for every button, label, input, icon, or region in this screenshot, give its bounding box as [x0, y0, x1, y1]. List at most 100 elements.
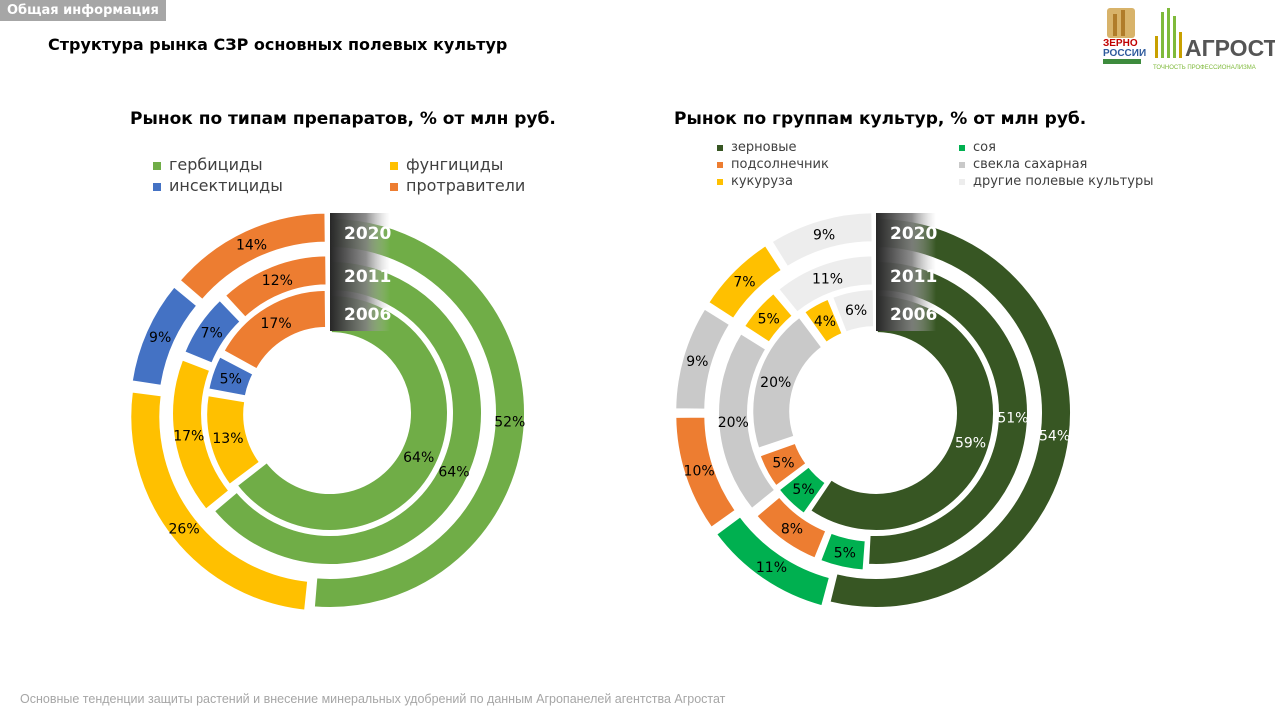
data-label-2011-соя: 5% — [834, 546, 856, 562]
legend-swatch — [153, 182, 161, 191]
slice-2011-кукуруза — [742, 291, 795, 344]
legend-swatch — [717, 144, 723, 151]
data-label-2006-подсолнечник: 5% — [772, 456, 794, 472]
legend-swatch — [959, 161, 965, 168]
legend-item-протравители: протравители — [390, 176, 525, 195]
legend-label: кукуруза — [731, 174, 793, 189]
slice-2006-кукуруза — [802, 297, 844, 345]
legend-item-зерновые: зерновые — [717, 140, 797, 155]
legend-swatch — [390, 161, 398, 170]
slice-2020-фунгициды — [129, 390, 310, 612]
data-label-2006-зерновые: 59% — [955, 435, 986, 451]
footer-text: Основные тенденции защиты растений и вне… — [20, 692, 726, 706]
slice-2011-зерновые — [866, 259, 1029, 566]
legend-label: другие полевые культуры — [973, 174, 1154, 189]
logos: ЗЕРНО РОССИИ — [1097, 6, 1275, 72]
data-label-2020-зерновые: 54% — [1039, 429, 1070, 445]
slice-2011-другие-полевые-культуры — [776, 254, 874, 314]
ring-year-label-2006: 2006 — [890, 305, 937, 325]
slice-2006-подсолнечник — [758, 441, 808, 488]
data-label-2020-свекла-сахарная: 9% — [686, 354, 708, 370]
legend-label: свекла сахарная — [973, 157, 1088, 172]
slice-2006-другие-полевые-культуры — [830, 288, 876, 334]
legend-swatch — [717, 161, 723, 168]
legend-item-другие-полевые-культуры: другие полевые культуры — [959, 174, 1153, 189]
slice-2020-гербициды — [312, 216, 526, 609]
data-label-2011-подсолнечник: 8% — [781, 522, 803, 538]
chart-title-crops: Рынок по группам культур, % от млн руб. — [674, 109, 1087, 129]
data-label-2011-инсектициды: 7% — [201, 326, 223, 342]
data-label-2011-фунгициды: 17% — [173, 428, 204, 444]
data-label-2006-другие-полевые-культуры: 6% — [845, 303, 867, 319]
slice-2020-протравители — [178, 211, 327, 302]
data-label-2006-протравители: 17% — [261, 316, 292, 332]
slice-2011-свекла-сахарная — [717, 331, 777, 511]
slice-2006-соя — [777, 465, 828, 516]
legend-item-инсектициды: инсектициды — [153, 176, 283, 195]
slice-2011-фунгициды — [171, 358, 231, 512]
legend-swatch — [959, 144, 965, 151]
year-banner — [330, 213, 390, 331]
data-label-2020-соя: 11% — [756, 560, 787, 576]
slice-2006-зерновые — [808, 293, 995, 532]
legend-label: гербициды — [169, 155, 263, 174]
legend-item-гербициды: гербициды — [153, 155, 263, 174]
data-label-2006-кукуруза: 4% — [814, 314, 836, 330]
legend-label: подсолнечник — [731, 157, 829, 172]
data-label-2020-подсолнечник: 10% — [684, 463, 715, 479]
slice-2011-подсолнечник — [754, 495, 828, 560]
slice-2020-свекла-сахарная — [674, 307, 732, 411]
slice-2020-подсолнечник — [674, 415, 738, 530]
slice-2011-гербициды — [212, 259, 483, 566]
legend-label: инсектициды — [169, 176, 283, 195]
slide-title: Структура рынка СЗР основных полевых кул… — [48, 35, 508, 54]
legend-item-кукуруза: кукуруза — [717, 174, 793, 189]
data-label-2011-свекла-сахарная: 20% — [718, 415, 749, 431]
section-tag: Общая информация — [0, 0, 166, 21]
slice-2006-свекла-сахарная — [751, 315, 824, 450]
ring-year-label-2006: 2006 — [344, 305, 391, 325]
data-label-2020-другие-полевые-культуры: 9% — [813, 227, 835, 243]
data-label-2006-соя: 5% — [792, 482, 814, 498]
legend-swatch — [390, 182, 398, 191]
rossii-text: РОССИИ — [1103, 48, 1146, 59]
legend-swatch — [959, 178, 965, 185]
legend-item-свекла-сахарная: свекла сахарная — [959, 157, 1087, 172]
data-label-2020-инсектициды: 9% — [149, 330, 171, 346]
slice-2020-другие-полевые-культуры — [770, 211, 874, 269]
ring-year-label-2011: 2011 — [890, 267, 937, 287]
ring-year-label-2020: 2020 — [344, 224, 391, 244]
legend-label: протравители — [406, 176, 526, 195]
data-label-2011-кукуруза: 5% — [758, 311, 780, 327]
slice-2011-соя — [818, 531, 867, 572]
slice-2020-инсектициды — [130, 285, 199, 387]
legend-label: соя — [973, 140, 996, 155]
legend-item-фунгициды: фунгициды — [390, 155, 503, 174]
agrostat-logo: АГРОСТАТ ТОЧНОСТЬ ПРОФЕССИОНАЛИЗМА — [1153, 8, 1275, 71]
slice-2006-протравители — [222, 288, 328, 371]
data-label-2020-фунгициды: 26% — [169, 521, 200, 537]
zerno-rossii-logo: ЗЕРНО РОССИИ — [1103, 8, 1146, 64]
data-label-2011-гербициды: 64% — [438, 464, 469, 480]
slice-2020-кукуруза — [706, 243, 784, 321]
slice-2006-фунгициды — [205, 393, 262, 487]
year-banner — [876, 213, 936, 331]
legend-label: фунгициды — [406, 155, 504, 174]
slice-2011-протравители — [223, 254, 328, 320]
data-label-2006-инсектициды: 5% — [220, 372, 242, 388]
data-label-2006-свекла-сахарная: 20% — [760, 375, 791, 391]
slice-2011-инсектициды — [183, 298, 243, 365]
slice-2020-соя — [714, 514, 832, 608]
data-label-2020-кукуруза: 7% — [733, 274, 755, 290]
data-label-2011-другие-полевые-культуры: 11% — [812, 271, 843, 287]
slice-2020-зерновые — [828, 216, 1072, 609]
zerno-text: ЗЕРНО — [1103, 38, 1138, 49]
chart-title-preparations: Рынок по типам препаратов, % от млн руб. — [130, 109, 556, 129]
data-label-2006-фунгициды: 13% — [212, 431, 243, 447]
legend-item-подсолнечник: подсолнечник — [717, 157, 829, 172]
slice-2006-гербициды — [235, 293, 449, 532]
legend-swatch — [717, 178, 723, 185]
donut-chart-1: 54% 11% 10% 9% 7% 9% 51% 5% 8% 20% 5% 11% 59% 5% 5% 20%… — [674, 211, 1072, 609]
ring-year-label-2020: 2020 — [890, 224, 937, 244]
